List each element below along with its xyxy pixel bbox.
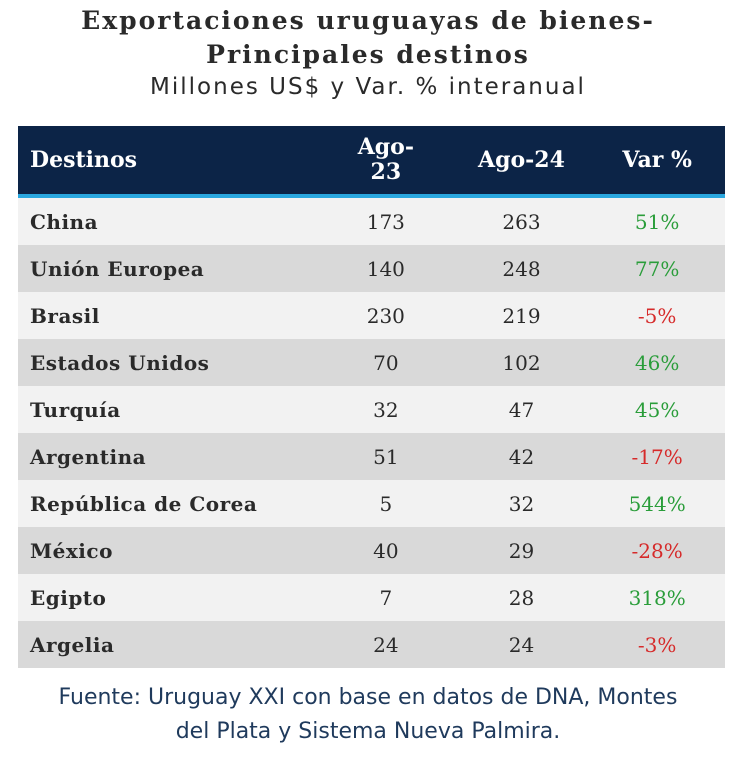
cell-destino: Brasil [30, 303, 100, 328]
table-row: Brasil 230 219 -5% [18, 292, 725, 339]
cell-ago-23: 173 [366, 209, 405, 234]
cell-var: 51% [634, 209, 680, 234]
cell-destino: Argelia [30, 632, 115, 657]
cell-destino: República de Corea [30, 491, 258, 516]
cell-var: 45% [634, 397, 680, 422]
table-row: China 173 263 51% [18, 196, 725, 245]
cell-ago-23: 5 [379, 491, 393, 516]
title-block: Exportaciones uruguayas de bienes- Princ… [0, 0, 736, 102]
cell-destino: Unión Europea [30, 256, 205, 281]
cell-ago-24: 28 [508, 585, 535, 610]
table-header: Destinos Ago-23 Ago-24 Var % [18, 126, 725, 198]
cell-var: -17% [631, 444, 683, 469]
table-row: Egipto 7 28 318% [18, 574, 725, 621]
cell-ago-24: 263 [502, 209, 541, 234]
cell-destino: Turquía [30, 397, 121, 422]
table-header-row: Destinos Ago-23 Ago-24 Var % [18, 126, 725, 198]
cell-var: 544% [628, 491, 686, 516]
table-row: México 40 29 -28% [18, 527, 725, 574]
cell-destino: México [30, 538, 113, 563]
cell-ago-24: 248 [502, 256, 541, 281]
cell-ago-24: 24 [508, 632, 535, 657]
cell-ago-23: 24 [373, 632, 399, 657]
cell-ago-23: 70 [373, 350, 399, 375]
cell-var: -28% [631, 538, 683, 563]
source-line-2: del Plata y Sistema Nueva Palmira. [175, 719, 561, 744]
column-header-var: Var % [589, 126, 725, 198]
source-line-1: Fuente: Uruguay XXI con base en datos de… [58, 685, 678, 710]
exports-table-container: Destinos Ago-23 Ago-24 Var % China 173 263… [18, 126, 725, 668]
cell-var: 318% [628, 585, 686, 610]
title-line-1: Exportaciones uruguayas de bienes- [81, 6, 655, 35]
table-row: Argelia 24 24 -3% [18, 621, 725, 668]
cell-ago-24: 42 [508, 444, 535, 469]
cell-destino: China [30, 209, 99, 234]
cell-ago-24: 47 [508, 397, 535, 422]
cell-destino: Egipto [30, 585, 107, 610]
column-header-ago-23: Ago-23 [318, 126, 454, 198]
table-row: República de Corea 5 32 544% [18, 480, 725, 527]
table-row: Argentina 51 42 -17% [18, 433, 725, 480]
cell-var: 46% [634, 350, 680, 375]
exports-table: Destinos Ago-23 Ago-24 Var % China 173 263… [18, 126, 725, 668]
cell-ago-24: 32 [508, 491, 535, 516]
column-header-ago-23-text: Ago-23 [357, 134, 414, 185]
cell-ago-23: 140 [366, 256, 405, 281]
cell-ago-24: 219 [502, 303, 541, 328]
cell-ago-24: 29 [508, 538, 535, 563]
cell-ago-24: 102 [502, 350, 541, 375]
cell-var: 77% [634, 256, 680, 281]
cell-destino: Estados Unidos [30, 350, 210, 375]
cell-ago-23: 7 [379, 585, 393, 610]
cell-var: -3% [637, 632, 677, 657]
subtitle: Millones US$ y Var. % interanual [150, 74, 586, 100]
table-row: Unión Europea 140 248 77% [18, 245, 725, 292]
column-header-destinos: Destinos [18, 126, 318, 198]
cell-var: -5% [637, 303, 677, 328]
cell-ago-23: 40 [373, 538, 399, 563]
source-note: Fuente: Uruguay XXI con base en datos de… [0, 681, 736, 749]
title-line-2: Principales destinos [206, 40, 530, 69]
table-row: Estados Unidos 70 102 46% [18, 339, 725, 386]
cell-destino: Argentina [30, 444, 147, 469]
cell-ago-23: 230 [366, 303, 405, 328]
column-header-ago-24: Ago-24 [453, 126, 590, 198]
table-body: China 173 263 51% Unión Europea 140 248 77% Bras… [18, 196, 725, 668]
cell-ago-23: 51 [373, 444, 399, 469]
table-row: Turquía 32 47 45% [18, 386, 725, 433]
cell-ago-23: 32 [373, 397, 399, 422]
